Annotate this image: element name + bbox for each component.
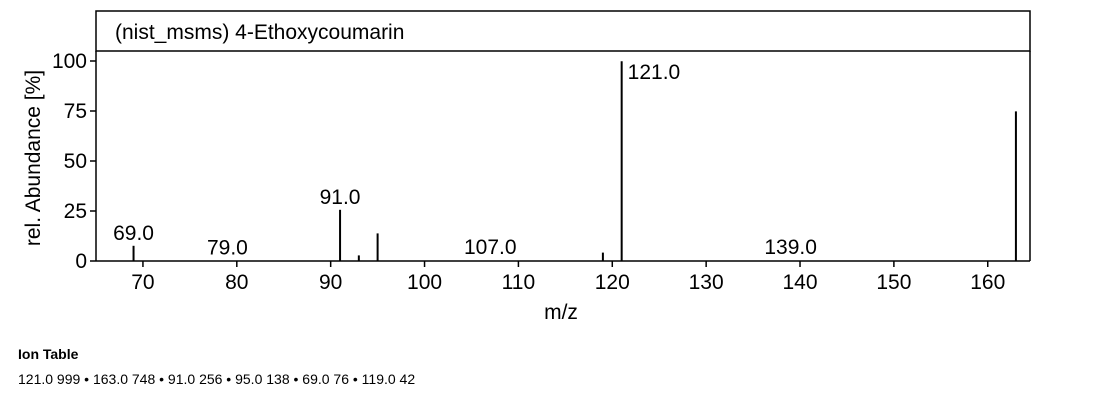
- peak-label-69.0: 69.0: [113, 222, 154, 245]
- peak-label-107.0: 107.0: [464, 236, 517, 259]
- x-axis-label: m/z: [544, 301, 578, 324]
- x-tick-label: 140: [782, 271, 817, 294]
- y-axis-label: rel. Abundance [%]: [22, 70, 45, 246]
- x-tick-label: 80: [225, 271, 248, 294]
- y-ticks: 0 25 50 75 100: [52, 50, 96, 273]
- peaks: [132, 61, 1017, 261]
- x-tick-label: 160: [970, 271, 1005, 294]
- chart-title: (nist_msms) 4-Ethoxycoumarin: [115, 21, 404, 44]
- y-tick-label: 75: [64, 100, 87, 123]
- y-tick-label: 25: [64, 200, 87, 223]
- y-tick-label: 0: [75, 250, 87, 273]
- x-tick-label: 70: [131, 271, 154, 294]
- ion-table-values: 121.0 999 • 163.0 748 • 91.0 256 • 95.0 …: [18, 371, 416, 387]
- title-box: [95, 10, 1031, 52]
- peak-label-91.0: 91.0: [320, 186, 361, 209]
- mass-spectrum-chart: (nist_msms) 4-Ethoxycoumarin 0255075100 …: [22, 10, 1031, 324]
- ion-table-title: Ion Table: [18, 346, 79, 362]
- x-tick-label: 150: [876, 271, 911, 294]
- peak-label-121.0: 121.0: [628, 61, 681, 84]
- x-ticks: 70 80 90 100 110 120 130 140 150 160: [131, 261, 1005, 294]
- peak-label-79.0: 79.0: [207, 236, 248, 259]
- y-tick-label: 50: [64, 150, 87, 173]
- x-tick-label: 90: [319, 271, 342, 294]
- x-tick-label: 110: [502, 271, 535, 294]
- x-tick-label: 130: [689, 271, 724, 294]
- peak-labels: 69.0 79.0 91.0 107.0 121.0 139.0: [113, 61, 817, 259]
- ion-table: Ion Table 121.0 999 • 163.0 748 • 91.0 2…: [18, 346, 1098, 387]
- peak-label-139.0: 139.0: [764, 236, 817, 259]
- y-tick-label: 100: [52, 50, 87, 73]
- x-tick-label: 120: [595, 271, 630, 294]
- x-tick-label: 100: [407, 271, 442, 294]
